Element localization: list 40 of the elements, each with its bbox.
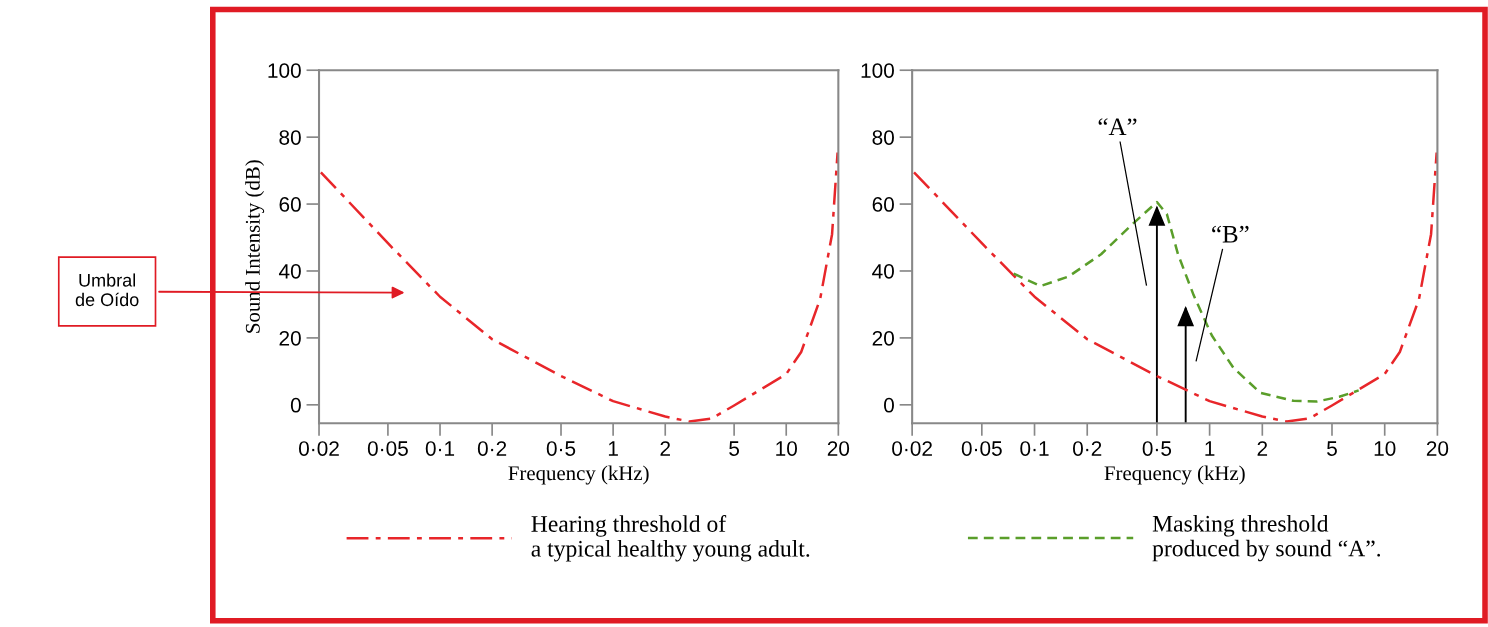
x-tick-label: 2 <box>660 441 670 456</box>
x-tick-label: 1 <box>608 441 618 456</box>
x-tick-label: 5 <box>729 441 740 456</box>
x-tick-label: 0·05 <box>367 441 408 456</box>
y-tick-label: 80 <box>279 130 301 145</box>
x-tick-label: 1 <box>1205 441 1215 456</box>
x-axis-title: Frequency (kHz) <box>1104 465 1245 485</box>
x-tick-label: 0·02 <box>892 441 932 456</box>
x-tick-label: 0·5 <box>546 441 576 456</box>
y-tick-label: 0 <box>290 397 301 413</box>
x-tick-label: 10 <box>1374 441 1396 456</box>
x-tick-label: 0·1 <box>1020 441 1049 456</box>
y-tick-label: 20 <box>279 330 301 346</box>
y-tick-label: 100 <box>268 63 301 78</box>
y-tick-label: 60 <box>279 197 301 212</box>
x-tick-label: 20 <box>1426 441 1449 456</box>
y-tick-label: 20 <box>872 330 894 346</box>
y-tick-label: 40 <box>278 263 301 279</box>
x-tick-label: 0·02 <box>298 441 339 456</box>
x-tick-label: 5 <box>1327 441 1337 456</box>
y-tick-label: 100 <box>861 63 894 78</box>
y-tick-label: 0 <box>884 397 894 413</box>
text: Hearing threshold of a typical healthy young adult. <box>531 515 810 562</box>
x-tick-label: 0·5 <box>1142 441 1172 456</box>
y-tick-label: 60 <box>872 197 894 212</box>
annotation: “A” <box>1098 118 1137 136</box>
y-tick-label: 80 <box>872 130 894 145</box>
annotation: “B” <box>1212 225 1249 243</box>
x-tick-label: 10 <box>776 441 797 456</box>
x-tick-label: 20 <box>827 441 850 456</box>
x-tick-label: 0·05 <box>961 441 1002 456</box>
x-tick-label: 0·1 <box>425 441 455 456</box>
text: Masking threshold produced by sound “A”. <box>1152 515 1381 562</box>
x-tick-label: 0·2 <box>1072 441 1102 456</box>
y-axis-title: Sound Intensity (dB) <box>245 160 265 333</box>
x-tick-label: 0·2 <box>477 441 507 456</box>
text: Umbral de Oído <box>75 273 139 307</box>
y-tick-label: 40 <box>872 263 894 279</box>
x-tick-label: 2 <box>1257 441 1268 456</box>
x-axis-title: Frequency (kHz) <box>508 465 649 485</box>
